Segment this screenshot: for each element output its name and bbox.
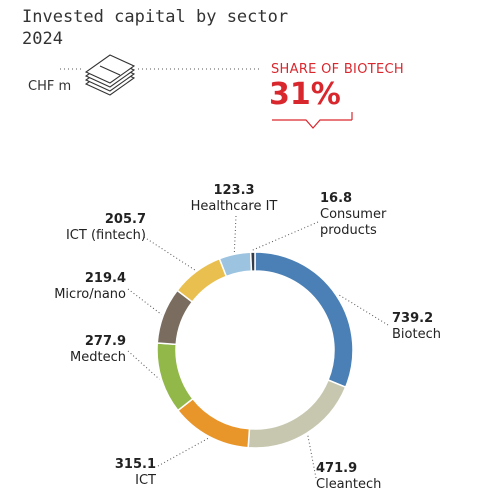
leader-line-micro-nano [127,288,162,315]
banknote-stack-icon [84,54,136,96]
slice-category-label: Medtech [70,350,126,365]
donut-slice-cleantech [247,379,347,449]
donut-slices [156,251,354,449]
chart-title-line1: Invested capital by sector [22,7,289,27]
share-callout-bracket [272,112,353,129]
chart-title-line2: 2024 [22,29,63,49]
donut-slice-healthcare-it [218,251,253,278]
slice-category-label: Biotech [392,327,441,342]
slice-value-label: 315.1 [114,457,156,472]
slice-label-biotech: 739.2 Biotech [392,311,441,343]
leader-line-cleantech [307,434,317,479]
donut-slice-ict [176,397,251,449]
slice-category-label: Consumer [320,207,387,222]
leader-lines [127,215,389,479]
slice-category-label: ICT [135,473,156,488]
slice-category-label: ICT (fintech) [65,228,146,243]
slice-value-label: 123.3 [213,183,255,198]
unit-label: CHF m [28,79,72,94]
donut-slice-consumer-products [249,251,256,272]
leader-line-ict [157,437,209,467]
slice-category-label: products [320,223,377,238]
slice-value-label: 277.9 [84,334,126,349]
slice-value-label: 205.7 [104,212,146,227]
slice-label-micro-nano: 219.4 Micro/nano [54,271,126,303]
leader-line-consumer-products [252,221,319,251]
slice-category-label: Cleantech [316,477,382,492]
donut-slice-biotech [254,251,354,389]
slice-category-label: Healthcare IT [190,199,278,214]
share-callout-label: SHARE OF BIOTECH [271,62,404,77]
slice-value-label: 739.2 [392,311,434,326]
donut-slice-ict-fintech [176,257,228,304]
leader-line-healthcare-it [233,215,237,253]
slice-category-label: Micro/nano [54,287,126,302]
share-callout-value: 31% [269,77,341,112]
slice-label-ict-fintech: 205.7 ICT (fintech) [66,212,146,244]
slice-label-medtech: 277.9 Medtech [70,334,126,366]
donut-slice-medtech [156,342,194,412]
slice-value-label: 471.9 [316,461,358,476]
leader-line-medtech [127,350,160,380]
slice-value-label: 16.8 [320,191,353,206]
leader-line-ict-fintech [143,236,196,271]
slice-value-label: 219.4 [84,271,126,286]
slice-label-cleantech: 471.9 Cleantech [316,461,381,493]
slice-label-consumer-products: 16.8 Consumer products [320,191,386,239]
slice-label-healthcare-it: 123.3 Healthcare IT [191,183,278,215]
slice-label-ict: 315.1 ICT [115,457,156,489]
chart-title: Invested capital by sector 2024 [22,6,288,50]
